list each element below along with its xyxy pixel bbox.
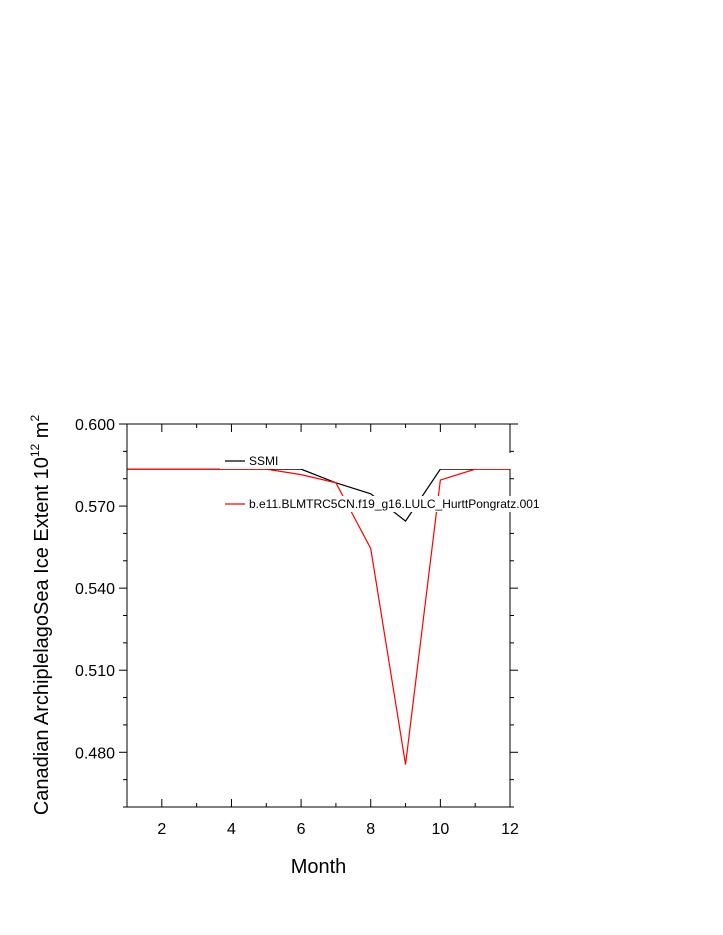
y-tick-label: 0.570 bbox=[75, 499, 115, 516]
y-tick-label: 0.540 bbox=[75, 581, 115, 598]
y-axis-title-unit: m bbox=[31, 422, 53, 444]
y-tick-label: 0.600 bbox=[75, 417, 115, 434]
legend-entry-background bbox=[220, 453, 576, 469]
plot-frame bbox=[126, 423, 511, 808]
legend: SSMI b.e11.BLMTRC5CN.f19_g16.LULC_HurttPo… bbox=[220, 453, 576, 512]
y-axis-title-exponent: 12 bbox=[28, 443, 42, 457]
legend-label: b.e11.BLMTRC5CN.f19_g16.LULC_HurttPongra… bbox=[249, 497, 540, 511]
x-tick-label: 6 bbox=[297, 821, 306, 838]
y-tick-label: 0.480 bbox=[75, 745, 115, 762]
legend-label: SSMI bbox=[249, 454, 278, 468]
series-line-1 bbox=[127, 468, 510, 522]
series-line-2 bbox=[127, 468, 510, 765]
ticks-layer bbox=[119, 423, 518, 808]
x-tick-label: 8 bbox=[366, 821, 375, 838]
y-tick-label: 0.510 bbox=[75, 663, 115, 680]
tick-labels: 2 4 6 8 10 12 0.480 0.510 0.540 0.570 0.600 bbox=[75, 417, 519, 838]
y-axis-title-unit-exponent: 2 bbox=[28, 415, 42, 422]
y-axis-title-main: Canadian ArchiplelagoSea Ice Extent 10 bbox=[31, 457, 53, 815]
series-lines bbox=[127, 468, 510, 765]
x-tick-label: 4 bbox=[227, 821, 236, 838]
x-tick-label: 2 bbox=[157, 821, 166, 838]
y-axis-title: Canadian ArchiplelagoSea Ice Extent 1012… bbox=[28, 415, 53, 816]
x-axis-title: Month bbox=[291, 856, 347, 878]
legend-entry-background bbox=[220, 496, 576, 512]
x-tick-label: 10 bbox=[431, 821, 449, 838]
x-tick-label: 12 bbox=[501, 821, 519, 838]
